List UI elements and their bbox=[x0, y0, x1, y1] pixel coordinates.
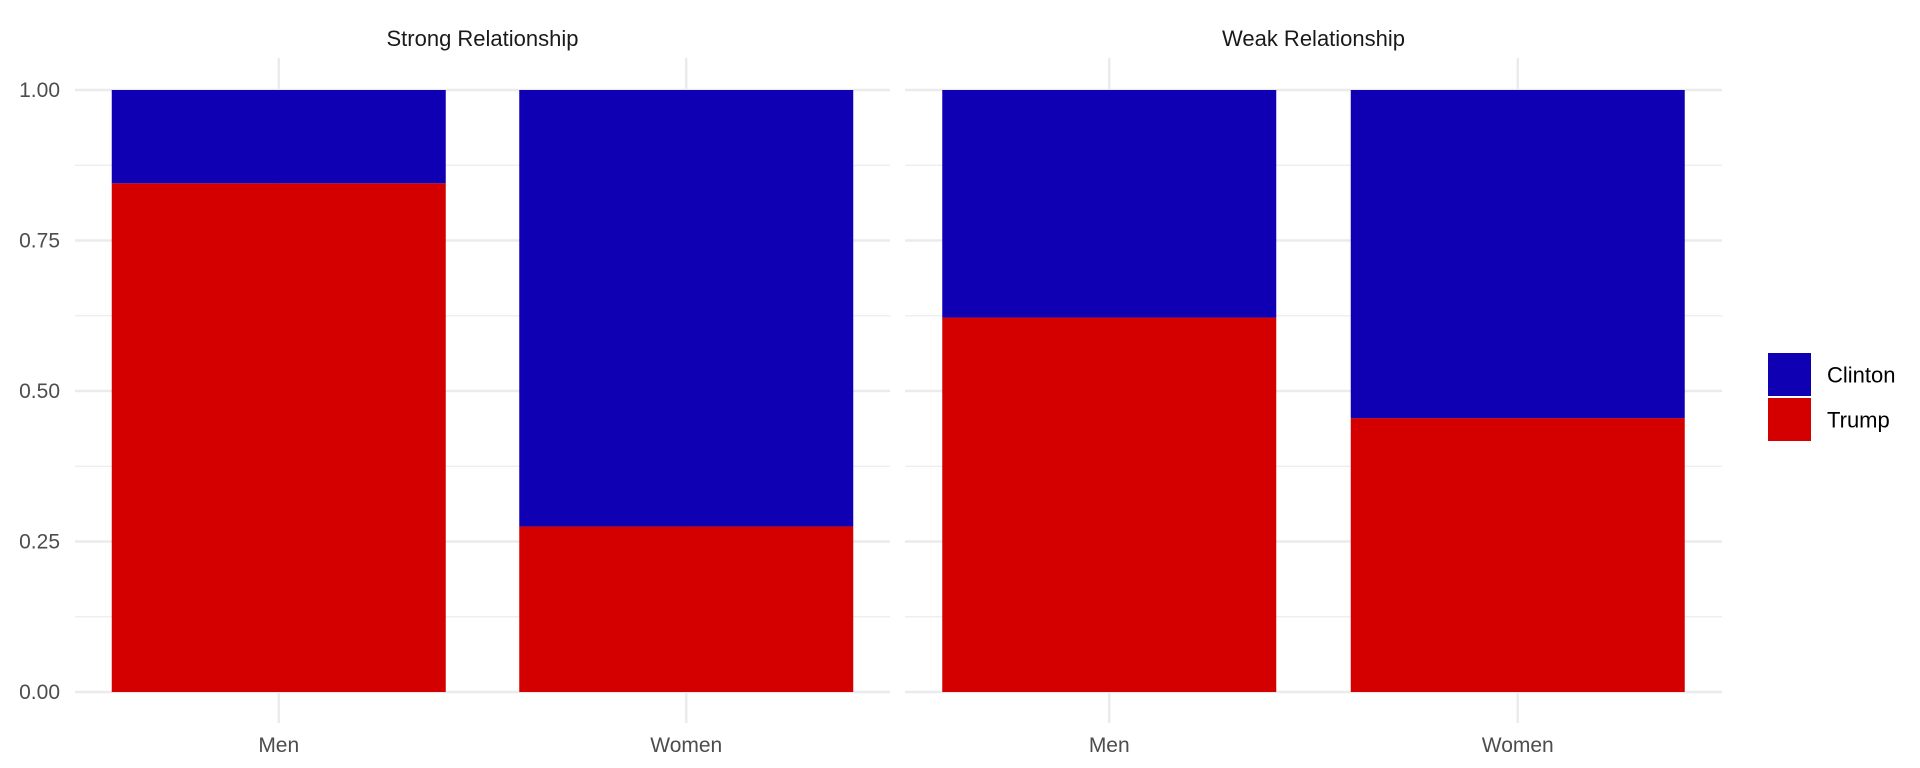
legend-label: Clinton bbox=[1827, 363, 1895, 388]
legend-label: Trump bbox=[1827, 408, 1890, 433]
bar-segment-clinton bbox=[1350, 90, 1685, 419]
x-tick-label: Men bbox=[1089, 734, 1130, 757]
bar-segment-clinton bbox=[111, 90, 446, 184]
bar-segment-clinton bbox=[942, 90, 1277, 318]
y-tick-label: 0.25 bbox=[19, 531, 60, 554]
x-tick-label: Men bbox=[258, 734, 299, 757]
x-tick-label: Women bbox=[1482, 734, 1554, 757]
facet-title: Weak Relationship bbox=[1222, 26, 1405, 51]
y-tick-label: 1.00 bbox=[19, 79, 60, 102]
y-tick-label: 0.75 bbox=[19, 230, 60, 253]
bar-segment-trump bbox=[111, 183, 446, 692]
bar-segment-trump bbox=[1350, 418, 1685, 692]
legend-key-clinton bbox=[1768, 353, 1811, 396]
y-tick-label: 0.50 bbox=[19, 380, 60, 403]
bar-segment-trump bbox=[519, 526, 854, 692]
bar-segment-trump bbox=[942, 317, 1277, 692]
bar-segment-clinton bbox=[519, 90, 854, 527]
legend-key-trump bbox=[1768, 398, 1811, 441]
x-tick-label: Women bbox=[650, 734, 722, 757]
facet-title: Strong Relationship bbox=[386, 26, 578, 51]
y-tick-label: 0.00 bbox=[19, 681, 60, 704]
